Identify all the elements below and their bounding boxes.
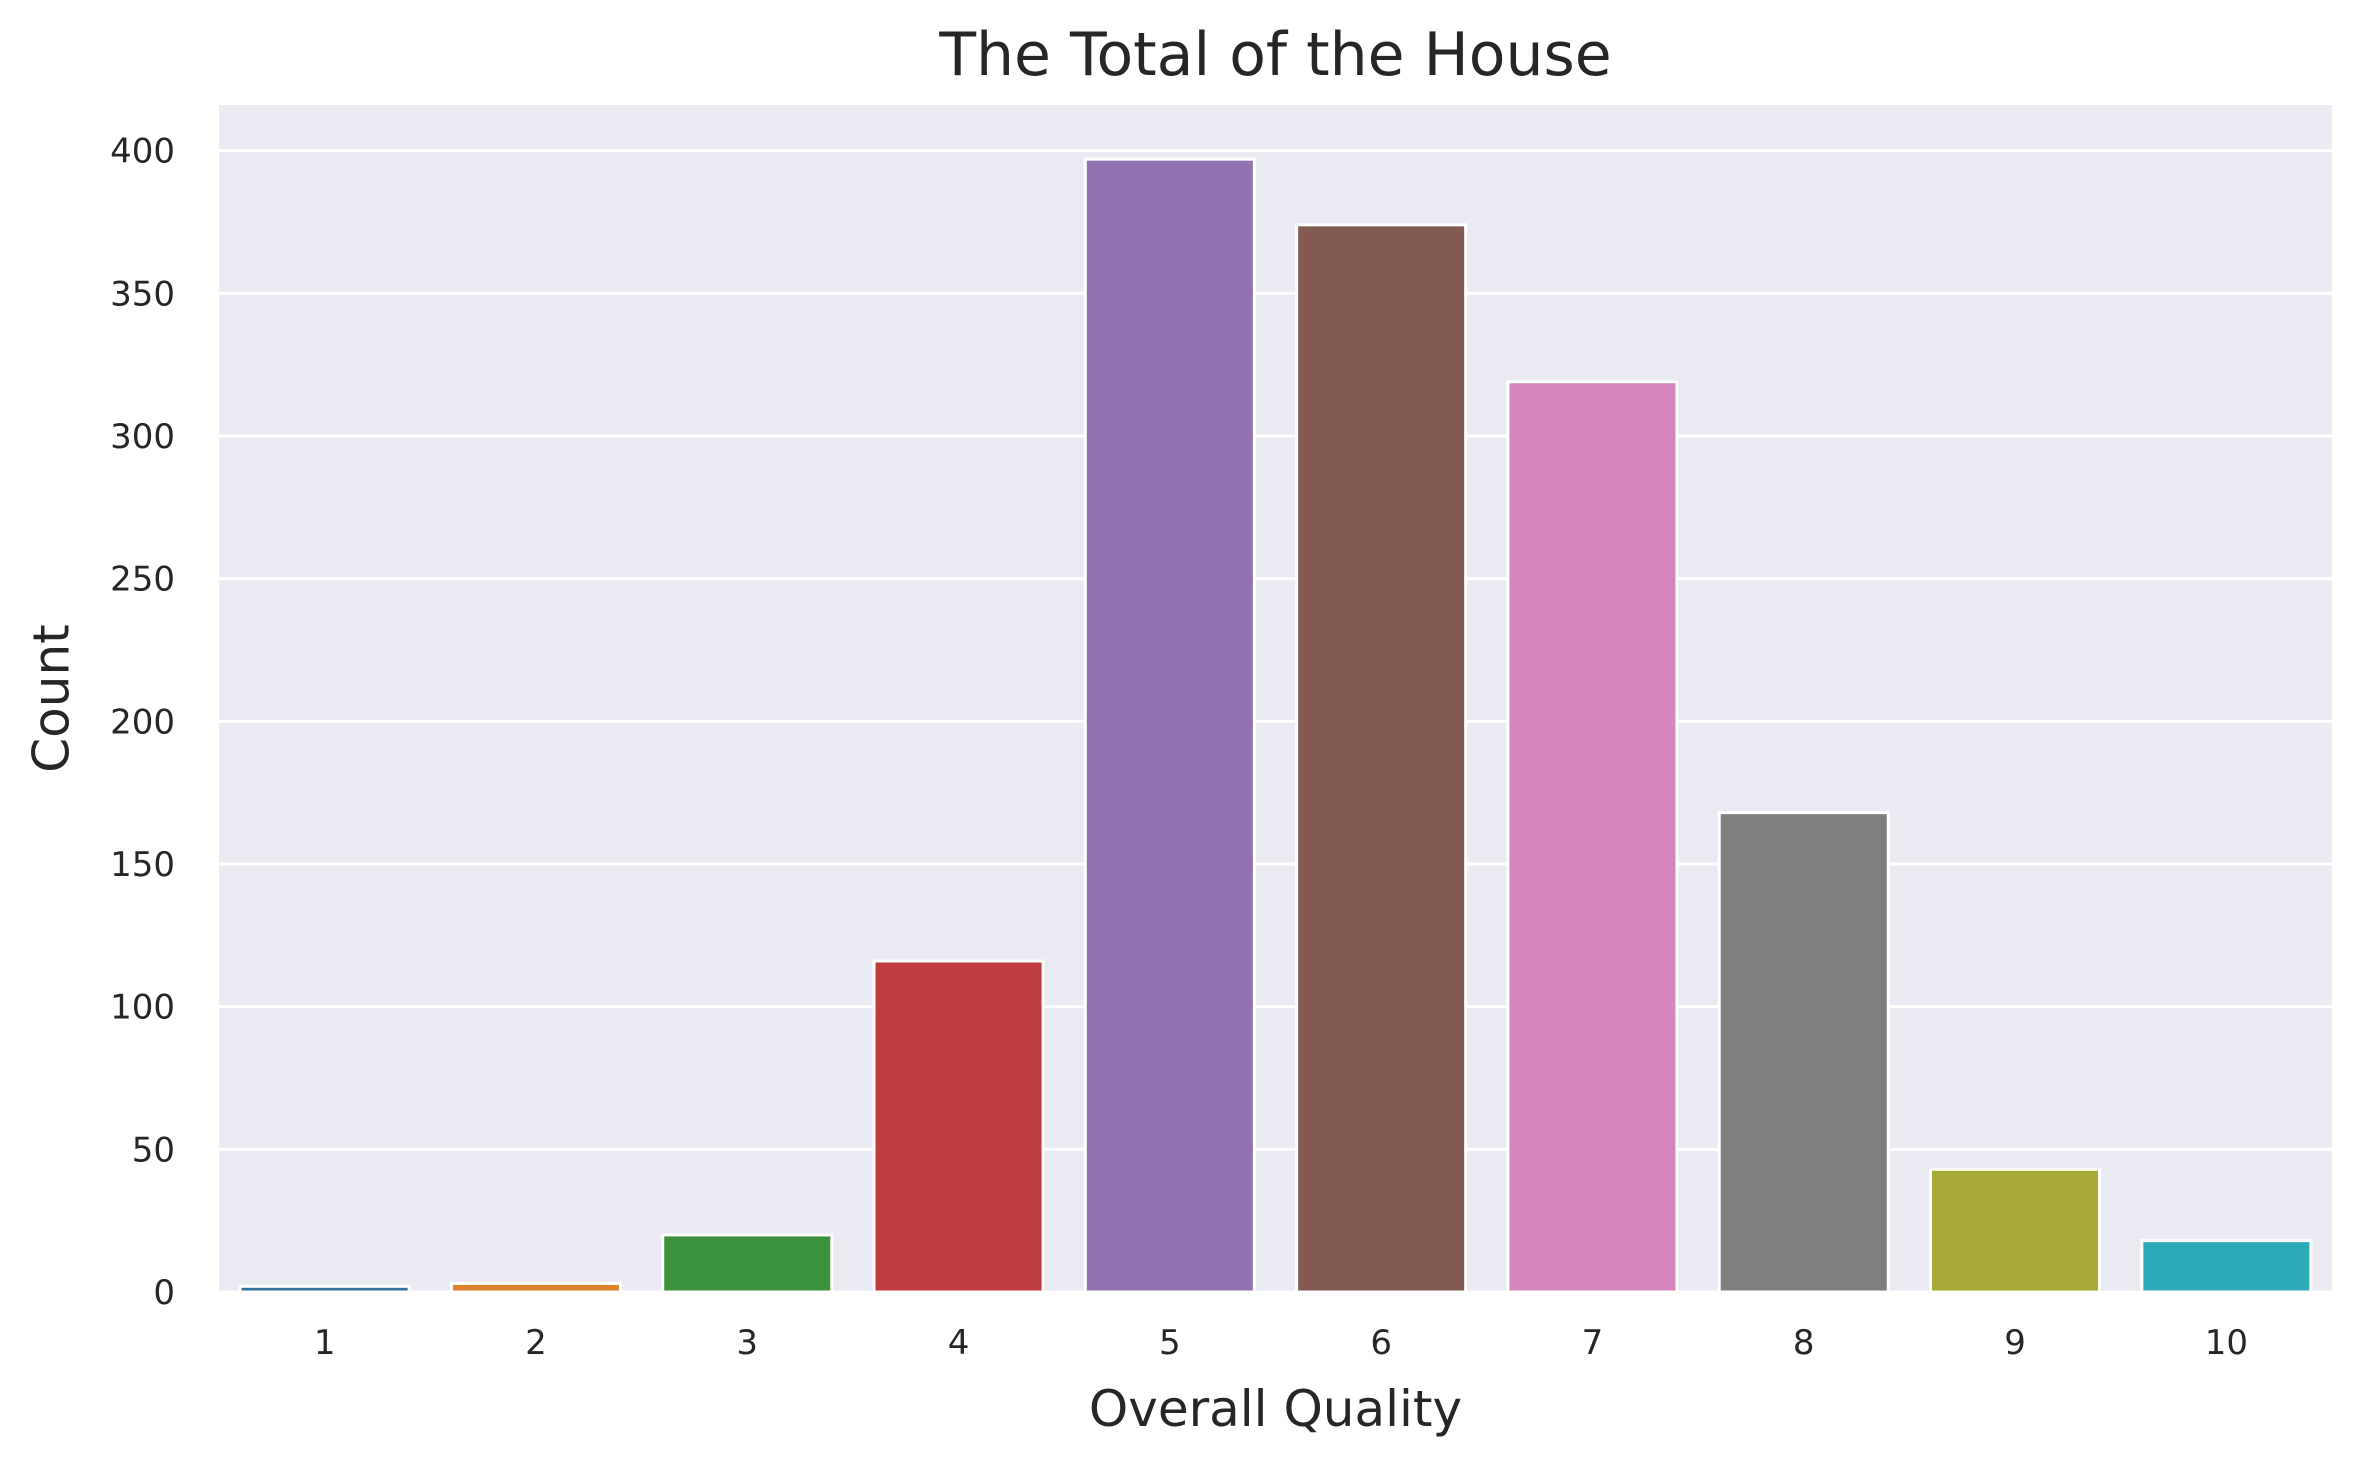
bar-quality-9 <box>1929 1167 2102 1294</box>
bars <box>238 157 2313 1294</box>
y-tick-label: 50 <box>132 1130 175 1170</box>
y-tick-label: 150 <box>110 845 175 885</box>
x-tick-label: 1 <box>314 1323 336 1363</box>
bar-quality-7 <box>1506 380 1679 1294</box>
y-tick-label: 100 <box>110 988 175 1028</box>
x-tick-label: 6 <box>1370 1323 1392 1363</box>
x-tick-label: 3 <box>736 1323 758 1363</box>
bar-quality-4 <box>872 959 1045 1294</box>
y-tick-label: 250 <box>110 560 175 600</box>
bar-quality-2 <box>449 1281 622 1294</box>
bar-quality-8 <box>1717 811 1890 1294</box>
y-axis-ticks: 0 50 100 150 200 250 300 350 400 <box>110 132 175 1313</box>
y-axis-label: Count <box>23 624 81 773</box>
chart-title: The Total of the House <box>938 20 1611 90</box>
x-tick-label: 2 <box>525 1323 547 1363</box>
bar-quality-3 <box>661 1233 834 1294</box>
x-tick-label: 4 <box>948 1323 970 1363</box>
x-tick-label: 10 <box>2205 1323 2248 1363</box>
bar-quality-1 <box>238 1284 411 1294</box>
y-tick-label: 200 <box>110 702 175 742</box>
y-tick-label: 0 <box>153 1273 175 1313</box>
plot-background <box>219 105 2332 1292</box>
bar-quality-5 <box>1083 157 1256 1294</box>
y-tick-label: 400 <box>110 132 175 172</box>
x-tick-label: 9 <box>2004 1323 2026 1363</box>
x-tick-label: 7 <box>1582 1323 1604 1363</box>
x-axis-label: Overall Quality <box>1089 1380 1462 1438</box>
x-axis-ticks: 1 2 3 4 5 6 7 8 9 10 <box>314 1323 2248 1363</box>
bar-quality-6 <box>1295 223 1468 1294</box>
x-tick-label: 8 <box>1793 1323 1815 1363</box>
x-tick-label: 5 <box>1159 1323 1181 1363</box>
y-tick-label: 300 <box>110 417 175 457</box>
bar-quality-10 <box>2140 1239 2313 1294</box>
gridlines <box>219 149 2332 1294</box>
y-tick-label: 350 <box>110 274 175 314</box>
